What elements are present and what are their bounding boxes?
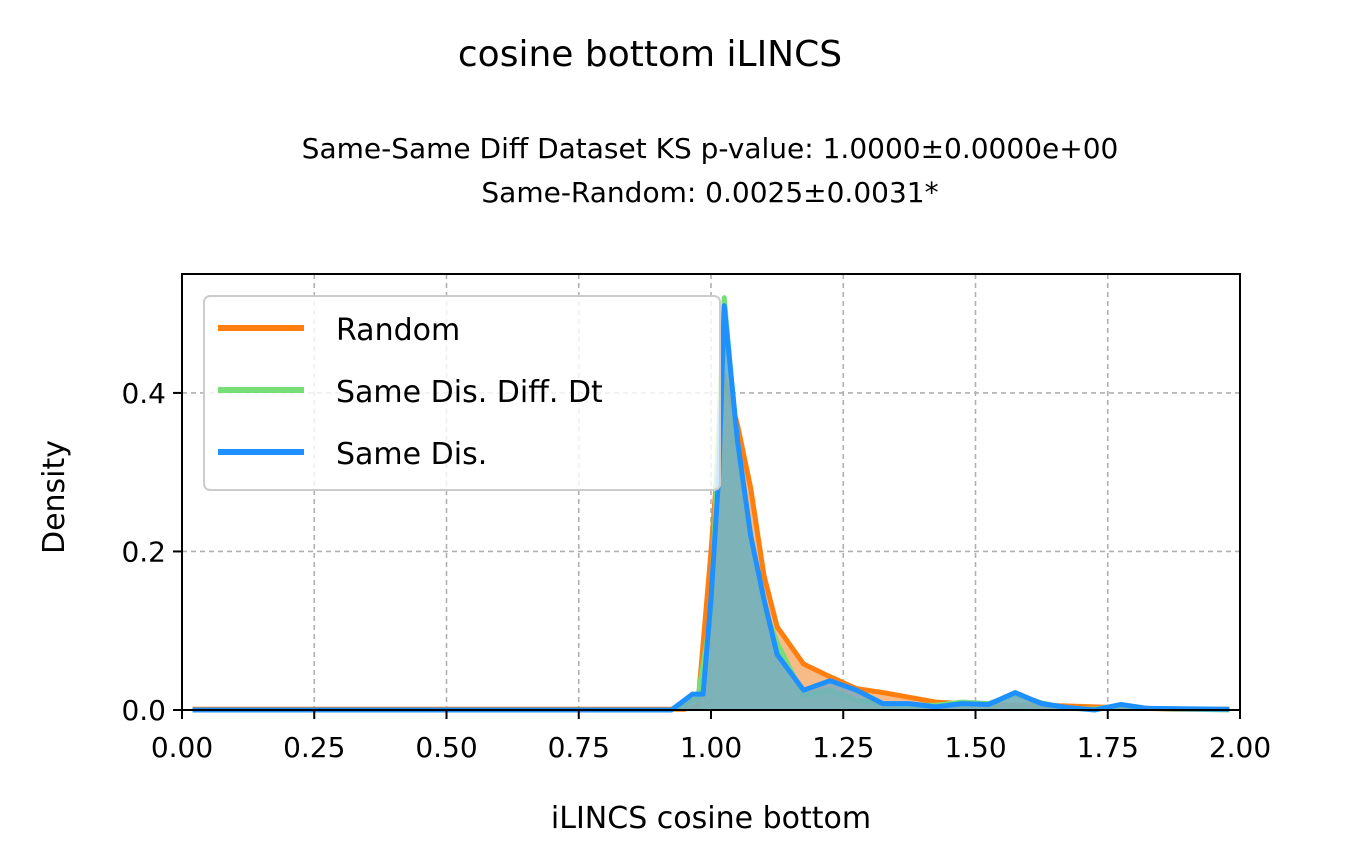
ticks: 0.00 0.25 0.50 0.75 1.00 1.25 1.50 1.75 2.00 0.0 0… <box>121 377 1271 764</box>
legend-label-random: Random <box>336 313 460 348</box>
y-tick-label: 0.0 <box>121 694 166 727</box>
chart-subtitle-line2: Same-Random: 0.0025±0.0031* <box>481 176 938 209</box>
x-tick-label: 1.00 <box>680 731 742 764</box>
y-tick-label: 0.4 <box>121 377 166 410</box>
y-axis-label: Density <box>37 440 72 554</box>
x-tick-label: 1.50 <box>944 731 1006 764</box>
x-axis-label: iLINCS cosine bottom <box>551 801 871 836</box>
x-tick-label: 1.75 <box>1077 731 1139 764</box>
x-tick-label: 1.25 <box>812 731 874 764</box>
chart-subtitle-line1: Same-Same Diff Dataset KS p-value: 1.000… <box>302 132 1119 165</box>
y-tick-label: 0.2 <box>121 535 166 568</box>
legend-box <box>203 295 721 491</box>
area-same-dis <box>192 305 1230 710</box>
x-tick-label: 0.00 <box>151 731 213 764</box>
x-tick-label: 0.25 <box>283 731 345 764</box>
legend-label-same-dis-diff-dt: Same Dis. Diff. Dt <box>336 375 603 410</box>
chart-title: cosine bottom iLINCS <box>458 34 842 75</box>
legend: Random Same Dis. Diff. Dt Same Dis. <box>203 295 721 491</box>
x-tick-label: 0.75 <box>548 731 610 764</box>
series-layer <box>192 295 1230 713</box>
line-same-dis <box>192 303 1230 713</box>
x-tick-label: 2.00 <box>1209 731 1271 764</box>
x-tick-label: 0.50 <box>415 731 477 764</box>
legend-label-same-dis: Same Dis. <box>336 437 487 472</box>
